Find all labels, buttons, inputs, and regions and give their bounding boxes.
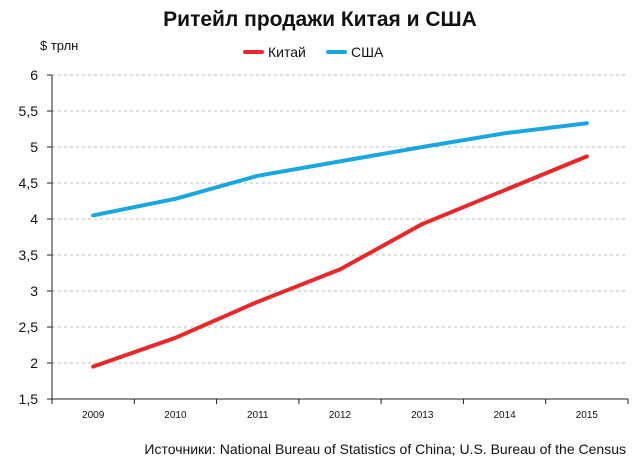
axes: 1,5 2 2,5 3 3,5 4 4,5 5 5,5 6 2009 2010 2011 2012 2013… <box>19 67 629 421</box>
x-tick-label: 2015 <box>576 410 599 421</box>
y-tick-label: 6 <box>30 67 38 83</box>
y-tick-label: 3,5 <box>19 247 39 263</box>
y-tick-label: 5 <box>30 139 38 155</box>
x-tick-label: 2009 <box>82 410 105 421</box>
y-tick-label: 4,5 <box>19 175 39 191</box>
series-lines <box>91 121 589 369</box>
chart-title: Ритейл продажи Китая и США <box>163 8 477 31</box>
x-tick-label: 2010 <box>164 410 187 421</box>
x-tick-label: 2012 <box>329 410 352 421</box>
series-line-usa <box>91 121 589 218</box>
y-tick-label: 1,5 <box>19 391 39 407</box>
source-note: Источники: National Bureau of Statistics… <box>144 441 626 457</box>
x-tick-label: 2011 <box>247 410 269 421</box>
legend: Китай США <box>243 44 384 60</box>
y-axis-label: $ трлн <box>40 38 78 53</box>
x-tick-label: 2013 <box>411 410 434 421</box>
y-tick-label: 4 <box>30 211 38 227</box>
x-tick-label: 2014 <box>493 410 516 421</box>
legend-label: Китай <box>268 44 306 60</box>
series-line-china <box>91 154 589 369</box>
y-tick-label: 5,5 <box>19 103 39 119</box>
y-tick-label: 3 <box>30 283 38 299</box>
y-tick-label: 2 <box>30 355 38 371</box>
y-tick-label: 2,5 <box>19 319 39 335</box>
legend-label: США <box>351 44 384 60</box>
gridlines <box>52 74 628 364</box>
